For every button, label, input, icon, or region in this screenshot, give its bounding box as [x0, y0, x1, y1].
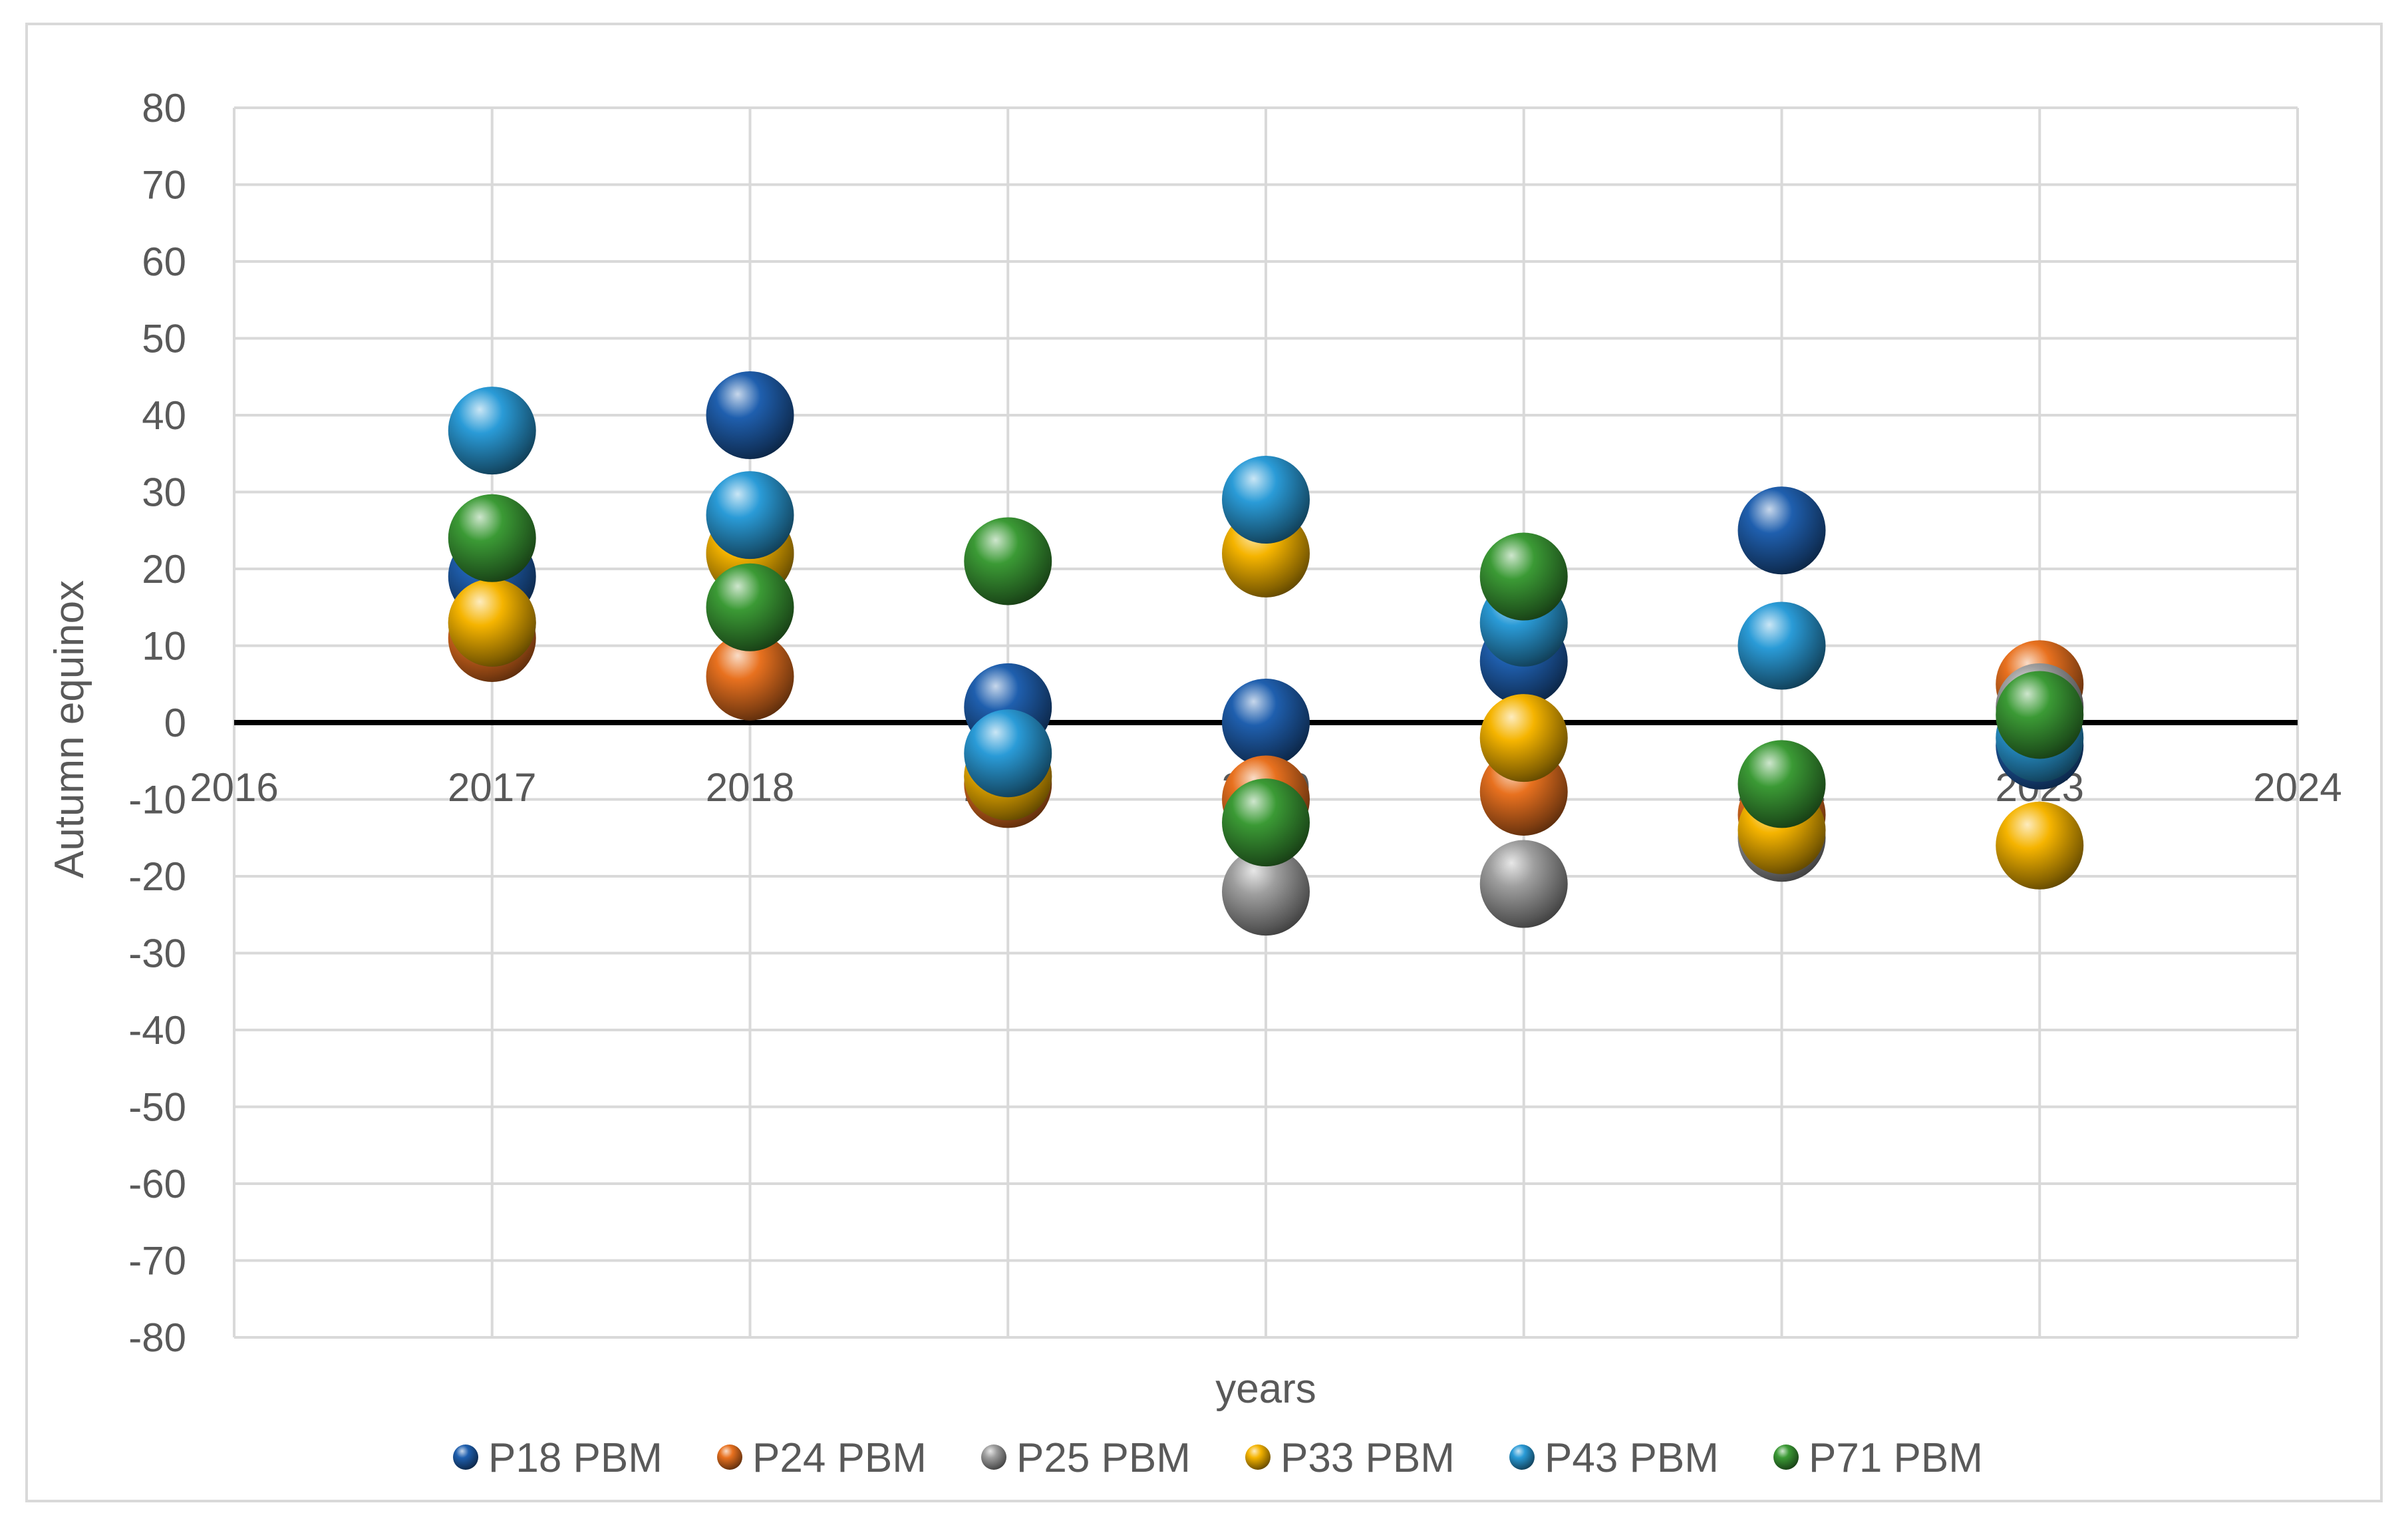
y-tick-label: 40 — [142, 393, 186, 438]
legend-label: P33 PBM — [1280, 1435, 1455, 1481]
data-point — [1996, 671, 2084, 759]
data-point — [706, 371, 794, 459]
y-tick-label: 60 — [142, 240, 186, 284]
legend-label: P18 PBM — [488, 1435, 663, 1481]
chart-frame — [25, 23, 2383, 1502]
y-tick-label: -50 — [128, 1085, 186, 1130]
legend-label: P71 PBM — [1809, 1435, 1983, 1481]
y-tick-label: -80 — [128, 1315, 186, 1360]
x-axis-title: years — [1215, 1366, 1316, 1412]
y-tick-label: 80 — [142, 86, 186, 130]
y-tick-label: -20 — [128, 854, 186, 899]
data-point — [448, 578, 536, 667]
y-tick-label: 50 — [142, 317, 186, 361]
legend-label: P43 PBM — [1545, 1435, 1719, 1481]
legend-marker — [981, 1444, 1006, 1470]
legend-label: P24 PBM — [752, 1435, 927, 1481]
legend: P18 PBM P24 PBM P25 PBM P33 PBM P43 PBM P71 P… — [453, 1435, 1983, 1481]
data-point — [964, 517, 1052, 605]
data-point — [1222, 848, 1310, 936]
data-point — [448, 494, 536, 582]
data-point — [706, 632, 794, 721]
y-tick-label: 10 — [142, 624, 186, 669]
legend-marker — [717, 1444, 742, 1470]
data-point — [964, 709, 1052, 798]
x-tick-label: 2024 — [2253, 765, 2341, 810]
legend-marker — [1773, 1444, 1799, 1470]
data-point — [1737, 601, 1826, 690]
legend-marker — [1245, 1444, 1271, 1470]
legend-marker — [1509, 1444, 1535, 1470]
y-axis-ticks: 80 70 60 50 40 30 20 10 0 -10 -20 -30 -40 -50 -60 -70 -8… — [128, 86, 186, 1360]
y-tick-label: -30 — [128, 932, 186, 976]
y-tick-label: -40 — [128, 1008, 186, 1053]
data-point — [1996, 801, 2084, 890]
y-tick-label: 0 — [164, 701, 186, 745]
y-tick-label: -60 — [128, 1162, 186, 1206]
x-tick-label: 2018 — [706, 765, 794, 810]
data-point — [448, 387, 536, 475]
data-point — [1479, 840, 1568, 928]
data-point — [706, 471, 794, 560]
data-point — [706, 563, 794, 651]
y-tick-label: 70 — [142, 163, 186, 208]
data-point — [1222, 679, 1310, 766]
data-point — [1479, 694, 1568, 782]
data-point — [1737, 740, 1826, 828]
y-tick-label: -10 — [128, 778, 186, 822]
legend-label: P25 PBM — [1016, 1435, 1191, 1481]
y-tick-label: 30 — [142, 470, 186, 515]
data-point — [1222, 778, 1310, 867]
data-point — [1479, 532, 1568, 621]
legend-marker — [453, 1444, 478, 1470]
data-point — [1222, 456, 1310, 544]
y-tick-label: -70 — [128, 1239, 186, 1283]
data-points — [448, 371, 2084, 936]
x-tick-label: 2017 — [448, 765, 536, 810]
y-tick-label: 20 — [142, 547, 186, 592]
x-tick-label: 2016 — [190, 765, 278, 810]
y-axis-title: Autumn equinox — [47, 580, 92, 878]
data-point — [1737, 486, 1826, 575]
